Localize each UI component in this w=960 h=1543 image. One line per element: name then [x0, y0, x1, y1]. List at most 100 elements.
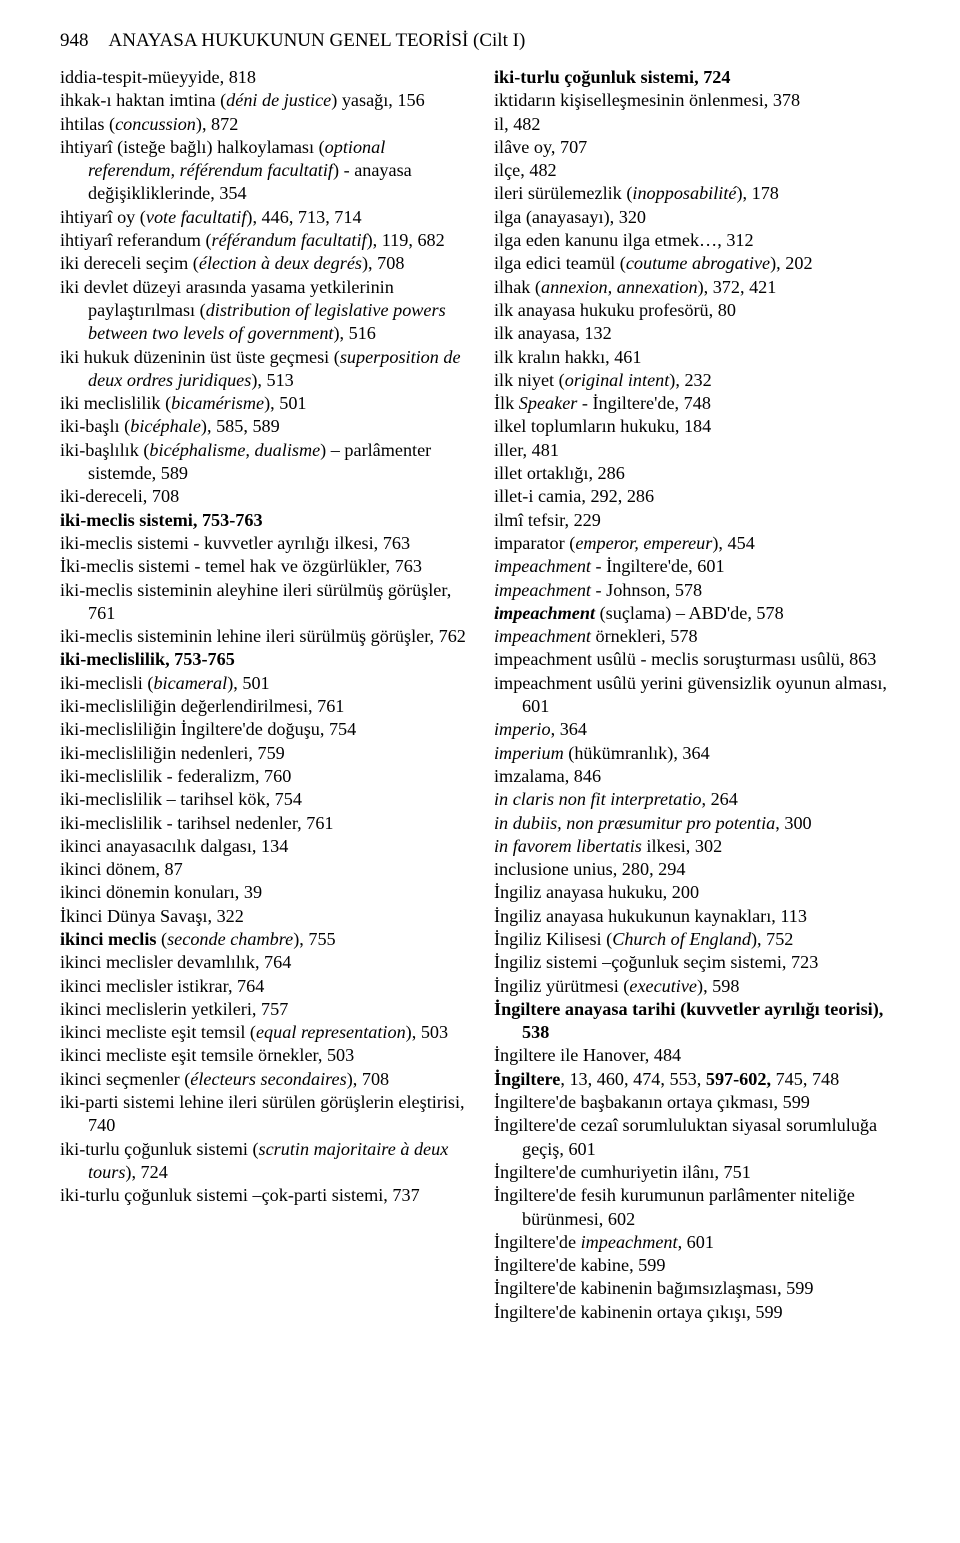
index-text: bicéphalisme, dualisme — [149, 440, 320, 460]
index-text: iki-meclis sistemi, 753-763 — [60, 510, 263, 530]
index-text: ihtiyarî referandum ( — [60, 230, 212, 250]
index-entry: impeachment örnekleri, 578 — [494, 625, 910, 648]
index-text: Church of England — [612, 929, 751, 949]
index-text: ), 724 — [125, 1162, 167, 1182]
index-entry: iki-meclis sistemi, 753-763 — [60, 509, 476, 532]
index-text: 597-602, — [706, 1069, 771, 1089]
index-text: ilk anayasa, 132 — [494, 323, 612, 343]
index-entry: iddia-tespit-müeyyide, 818 — [60, 66, 476, 89]
index-entry: ihtiyarî oy (vote facultatif), 446, 713,… — [60, 206, 476, 229]
index-text: in claris non fit interpretatio — [494, 789, 701, 809]
index-text: ikinci mecliste eşit temsile örnekler, 5… — [60, 1045, 354, 1065]
index-text: ), 119, 682 — [367, 230, 445, 250]
index-text: bicamérisme — [171, 393, 264, 413]
index-entry: ikinci meclislerin yetkileri, 757 — [60, 998, 476, 1021]
index-text: İngiltere'de cumhuriyetin ilânı, 751 — [494, 1162, 751, 1182]
index-entry: İngiliz sistemi –çoğunluk seçim sistemi,… — [494, 951, 910, 974]
index-entry: ikinci mecliste eşit temsile örnekler, 5… — [60, 1044, 476, 1067]
index-entry: iki-meclisli (bicameral), 501 — [60, 672, 476, 695]
index-text: ), 872 — [196, 114, 238, 134]
index-entry: iki meclislilik (bicamérisme), 501 — [60, 392, 476, 415]
index-entry: il, 482 — [494, 113, 910, 136]
index-text: İngiliz yürütmesi ( — [494, 976, 629, 996]
index-entry: İngiltere'de fesih kurumunun parlâmenter… — [494, 1184, 910, 1231]
index-entry: iki-meclis sisteminin aleyhine ileri sür… — [60, 579, 476, 626]
index-entry: ihtiyarî referandum (référandum facultat… — [60, 229, 476, 252]
index-entry: ihtiyarî (isteğe bağlı) halkoylaması (op… — [60, 136, 476, 206]
index-entry: ikinci seçmenler (électeurs secondaires)… — [60, 1068, 476, 1091]
index-text: ikinci meclislerin yetkileri, 757 — [60, 999, 288, 1019]
index-text: İngiltere'de kabinenin bağımsızlaşması, … — [494, 1278, 813, 1298]
index-entry: iller, 481 — [494, 439, 910, 462]
index-text: iki-meclis sistemi - kuvvetler ayrılığı … — [60, 533, 410, 553]
index-text: ilkesi, 302 — [642, 836, 722, 856]
index-entry: iki-meclisliliğin İngiltere'de doğuşu, 7… — [60, 718, 476, 741]
index-text: ), 454 — [712, 533, 754, 553]
index-entry: ikinci dönemin konuları, 39 — [60, 881, 476, 904]
index-text: impeachment — [581, 1232, 678, 1252]
index-entry: ilçe, 482 — [494, 159, 910, 182]
index-text: ilk anayasa hukuku profesörü, 80 — [494, 300, 736, 320]
index-text: iki-meclislilik, 753-765 — [60, 649, 235, 669]
index-text: iki meclislilik ( — [60, 393, 171, 413]
index-text: , 13, 460, 474, 553, — [560, 1069, 706, 1089]
index-text: örnekleri, 578 — [591, 626, 698, 646]
index-text: in favorem libertatis — [494, 836, 642, 856]
index-text: , 364 — [551, 719, 587, 739]
index-entry: imparator (emperor, empereur), 454 — [494, 532, 910, 555]
index-text: ), 372, 421 — [698, 277, 777, 297]
index-text: 745, 748 — [771, 1069, 839, 1089]
index-entry: ilkel toplumların hukuku, 184 — [494, 415, 910, 438]
index-text: ), 708 — [362, 253, 404, 273]
index-entry: iki hukuk düzeninin üst üste geçmesi (su… — [60, 346, 476, 393]
index-entry: iki-başlı (bicéphale), 585, 589 — [60, 415, 476, 438]
index-text: ), 178 — [736, 183, 778, 203]
index-text: İngiltere anayasa tarihi (kuvvetler ayrı… — [494, 999, 883, 1042]
index-text: impeachment usûlü - meclis soruşturması … — [494, 649, 876, 669]
index-text: , 300 — [775, 813, 811, 833]
index-entry: iki-meclislilik – tarihsel kök, 754 — [60, 788, 476, 811]
index-text: İngiltere'de başbakanın ortaya çıkması, … — [494, 1092, 810, 1112]
index-text: ihtiyarî (isteğe bağlı) halkoylaması ( — [60, 137, 325, 157]
index-text: impeachment — [494, 580, 591, 600]
index-text: iki-meclisliliğin İngiltere'de doğuşu, 7… — [60, 719, 356, 739]
index-text: iki-meclislilik – tarihsel kök, 754 — [60, 789, 302, 809]
index-entry: impeachment (suçlama) – ABD'de, 578 — [494, 602, 910, 625]
index-entry: in favorem libertatis ilkesi, 302 — [494, 835, 910, 858]
index-text: ), 708 — [347, 1069, 389, 1089]
index-text: ), 755 — [293, 929, 335, 949]
index-entry: ilk anayasa hukuku profesörü, 80 — [494, 299, 910, 322]
index-text: in dubiis, non præsumitur pro potentia — [494, 813, 775, 833]
index-entry: ilhak (annexion, annexation), 372, 421 — [494, 276, 910, 299]
index-entry: İlk Speaker - İngiltere'de, 748 — [494, 392, 910, 415]
index-text: ihkak-ı haktan imtina ( — [60, 90, 226, 110]
index-entry: iki-parti sistemi lehine ileri sürülen g… — [60, 1091, 476, 1138]
index-entry: iki-meclislilik - tarihsel nedenler, 761 — [60, 812, 476, 835]
index-text: , 264 — [701, 789, 737, 809]
index-entry: İki-meclis sistemi - temel hak ve özgürl… — [60, 555, 476, 578]
index-text: equal representation — [256, 1022, 406, 1042]
index-text: ilk niyet ( — [494, 370, 565, 390]
index-text: iki dereceli seçim ( — [60, 253, 199, 273]
index-text: iki-turlu çoğunluk sistemi –çok-parti si… — [60, 1185, 420, 1205]
index-text: iki-turlu çoğunluk sistemi ( — [60, 1139, 259, 1159]
index-text: executive — [629, 976, 697, 996]
index-text: iki-meclis sisteminin lehine ileri sürül… — [60, 626, 466, 646]
index-entry: iki-meclislilik, 753-765 — [60, 648, 476, 671]
index-entry: ikinci mecliste eşit temsil (equal repre… — [60, 1021, 476, 1044]
index-entry: İngiltere'de kabinenin bağımsızlaşması, … — [494, 1277, 910, 1300]
index-entry: İngiltere'de cumhuriyetin ilânı, 751 — [494, 1161, 910, 1184]
page: 948 ANAYASA HUKUKUNUN GENEL TEORİSİ (Cil… — [0, 0, 960, 1364]
index-text: ), 232 — [669, 370, 711, 390]
index-text: annexion, annexation — [541, 277, 698, 297]
index-text: İngiliz Kilisesi ( — [494, 929, 612, 949]
index-text: İngiltere'de kabinenin ortaya çıkışı, 59… — [494, 1302, 783, 1322]
index-entry: in claris non fit interpretatio, 264 — [494, 788, 910, 811]
index-text: imperium — [494, 743, 564, 763]
page-number: 948 — [60, 30, 89, 52]
index-text: ), 501 — [227, 673, 269, 693]
index-text: élection à deux degrés — [199, 253, 362, 273]
index-entry: ihkak-ı haktan imtina (déni de justice) … — [60, 89, 476, 112]
index-text: ilmî tefsir, 229 — [494, 510, 601, 530]
index-entry: ilk niyet (original intent), 232 — [494, 369, 910, 392]
